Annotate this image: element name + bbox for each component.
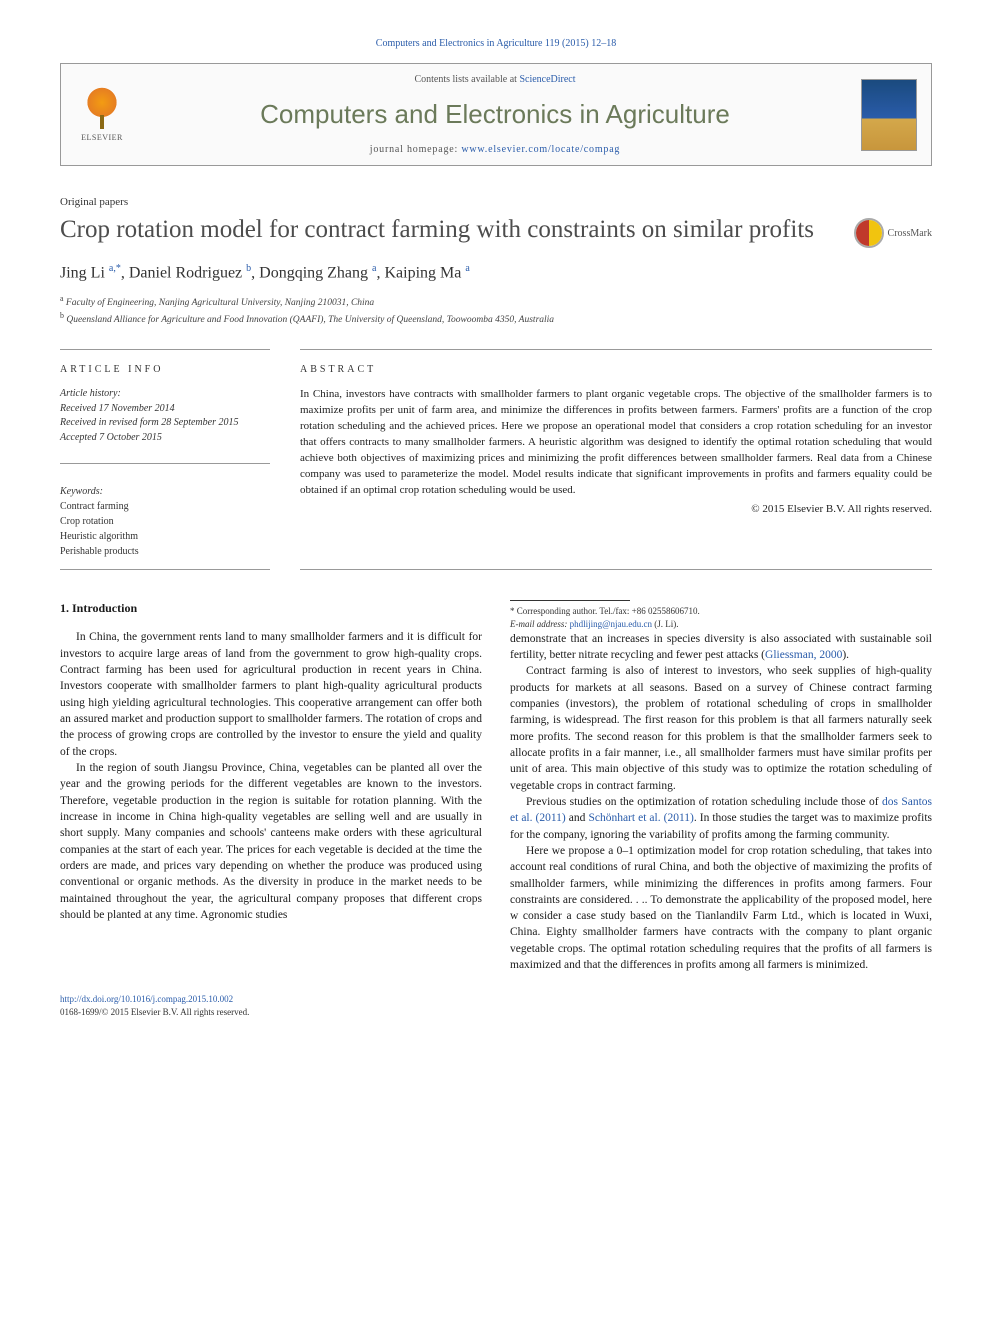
- crossmark-label: CrossMark: [888, 228, 932, 239]
- keyword: Perishable products: [60, 544, 270, 559]
- sciencedirect-link[interactable]: ScienceDirect: [519, 74, 575, 85]
- email-who: (J. Li).: [652, 619, 679, 629]
- history-accepted: Accepted 7 October 2015: [60, 431, 270, 446]
- issn-copyright: 0168-1699/© 2015 Elsevier B.V. All right…: [60, 1006, 932, 1019]
- affiliations: a Faculty of Engineering, Nanjing Agricu…: [60, 293, 932, 328]
- abstract-text: In China, investors have contracts with …: [300, 387, 932, 499]
- article-info-heading: ARTICLE INFO: [60, 364, 270, 375]
- body-paragraph: demonstrate that an increases in species…: [510, 631, 932, 664]
- homepage-link[interactable]: www.elsevier.com/locate/compag: [461, 144, 620, 155]
- affiliation-a: a Faculty of Engineering, Nanjing Agricu…: [60, 293, 932, 310]
- article-body: 1. Introduction In China, the government…: [60, 600, 932, 973]
- keyword: Contract farming: [60, 499, 270, 514]
- footnotes: * Corresponding author. Tel./fax: +86 02…: [510, 605, 932, 630]
- corresponding-author: * Corresponding author. Tel./fax: +86 02…: [510, 605, 932, 618]
- body-paragraph: Here we propose a 0–1 optimization model…: [510, 843, 932, 974]
- article-info-column: ARTICLE INFO Article history: Received 1…: [60, 364, 270, 559]
- keywords-block: Keywords: Contract farming Crop rotation…: [60, 484, 270, 559]
- body-paragraph: Previous studies on the optimization of …: [510, 794, 932, 843]
- journal-header: ELSEVIER Contents lists available at Sci…: [60, 63, 932, 166]
- section-label: Original papers: [60, 196, 932, 208]
- journal-cover-thumb: [861, 79, 917, 151]
- abstract-column: ABSTRACT In China, investors have contra…: [300, 364, 932, 559]
- publisher-name: ELSEVIER: [81, 133, 123, 142]
- body-paragraph: Contract farming is also of interest to …: [510, 663, 932, 794]
- intro-heading: 1. Introduction: [60, 600, 482, 617]
- email-line: E-mail address: phdlijing@njau.edu.cn (J…: [510, 618, 932, 631]
- keyword: Crop rotation: [60, 514, 270, 529]
- crossmark-badge[interactable]: CrossMark: [854, 218, 932, 248]
- keywords-label: Keywords:: [60, 484, 270, 499]
- history-received: Received 17 November 2014: [60, 402, 270, 417]
- body-paragraph: In China, the government rents land to m…: [60, 629, 482, 760]
- author-email-link[interactable]: phdlijing@njau.edu.cn: [570, 619, 652, 629]
- citation-link[interactable]: Schönhart et al. (2011): [588, 812, 693, 824]
- article-title: Crop rotation model for contract farming…: [60, 214, 834, 245]
- elsevier-tree-icon: [80, 87, 124, 131]
- body-paragraph: In the region of south Jiangsu Province,…: [60, 760, 482, 923]
- homepage-prefix: journal homepage:: [370, 144, 462, 155]
- top-citation: Computers and Electronics in Agriculture…: [60, 38, 932, 49]
- contents-line: Contents lists available at ScienceDirec…: [129, 74, 861, 85]
- keyword: Heuristic algorithm: [60, 529, 270, 544]
- abstract-heading: ABSTRACT: [300, 364, 932, 375]
- doi-link[interactable]: http://dx.doi.org/10.1016/j.compag.2015.…: [60, 994, 233, 1004]
- journal-name: Computers and Electronics in Agriculture: [129, 99, 861, 130]
- crossmark-icon: [854, 218, 884, 248]
- history-revised: Received in revised form 28 September 20…: [60, 416, 270, 431]
- affiliation-b: b Queensland Alliance for Agriculture an…: [60, 310, 932, 327]
- email-label: E-mail address:: [510, 619, 570, 629]
- bottom-bar: http://dx.doi.org/10.1016/j.compag.2015.…: [60, 993, 932, 1018]
- citation-link[interactable]: Gliessman, 2000: [765, 649, 842, 661]
- article-history: Article history: Received 17 November 20…: [60, 387, 270, 445]
- history-label: Article history:: [60, 387, 270, 402]
- authors-line: Jing Li a,*, Daniel Rodriguez b, Dongqin…: [60, 263, 932, 282]
- homepage-line: journal homepage: www.elsevier.com/locat…: [129, 144, 861, 155]
- elsevier-logo: ELSEVIER: [75, 85, 129, 145]
- contents-prefix: Contents lists available at: [414, 74, 519, 85]
- abstract-copyright: © 2015 Elsevier B.V. All rights reserved…: [300, 503, 932, 515]
